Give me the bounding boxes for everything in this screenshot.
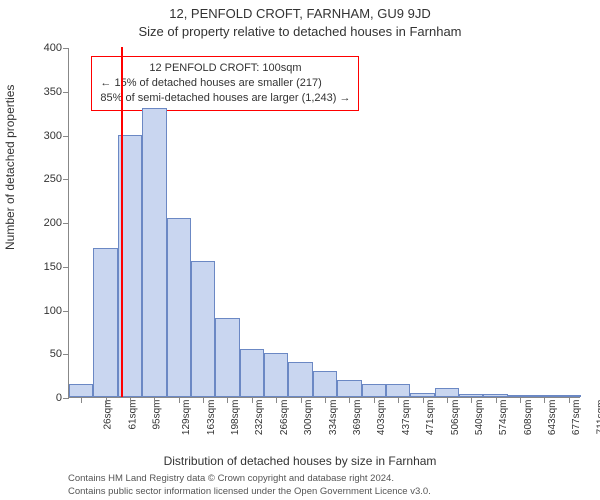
x-tick-label: 198sqm [230,400,241,436]
x-tick-label: 711sqm [595,400,600,435]
y-tick-label: 400 [32,42,62,54]
x-tick-label: 266sqm [279,400,290,436]
infobox-line-larger: 85% of semi-detached houses are larger (… [100,91,350,106]
x-tick-label: 506sqm [450,400,461,436]
x-tick-label: 163sqm [206,400,217,436]
x-tick-label: 334sqm [328,400,339,436]
y-tick-label: 50 [32,348,62,360]
plot-area: 12 PENFOLD CROFT: 100sqm ← 15% of detach… [68,48,580,398]
page-title: 12, PENFOLD CROFT, FARNHAM, GU9 9JD [0,6,600,21]
y-tick [63,92,69,93]
x-tick [81,397,82,403]
attribution-line2: Contains public sector information licen… [68,486,431,498]
x-tick [423,397,424,403]
x-tick [447,397,448,403]
x-tick-label: 471sqm [425,400,436,436]
y-tick-label: 0 [32,392,62,404]
x-tick [106,397,107,403]
infobox-line-smaller: ← 15% of detached houses are smaller (21… [100,76,350,91]
x-tick-label: 643sqm [547,400,558,436]
x-tick [496,397,497,403]
x-tick-label: 95sqm [151,400,162,430]
x-axis-label: Distribution of detached houses by size … [0,454,600,468]
histogram-bar [93,248,117,397]
x-tick [398,397,399,403]
x-tick-label: 129sqm [181,400,192,436]
property-infobox: 12 PENFOLD CROFT: 100sqm ← 15% of detach… [91,56,359,111]
x-tick [569,397,570,403]
histogram-bar [435,388,459,397]
x-tick [203,397,204,403]
attribution: Contains HM Land Registry data © Crown c… [68,473,431,498]
x-tick [301,397,302,403]
x-tick-label: 437sqm [401,400,412,436]
y-tick [63,354,69,355]
histogram-bar [69,384,93,397]
histogram-bar [167,218,191,397]
histogram-bar [191,261,215,397]
x-tick [154,397,155,403]
y-tick [63,267,69,268]
x-tick-label: 677sqm [572,400,583,436]
y-axis-label: Number of detached properties [3,85,17,250]
x-tick [520,397,521,403]
y-tick-label: 250 [32,173,62,185]
y-tick-label: 350 [32,86,62,98]
y-tick-label: 200 [32,217,62,229]
x-tick [227,397,228,403]
x-tick-label: 232sqm [255,400,266,436]
chart-subtitle: Size of property relative to detached ho… [0,24,600,39]
y-tick [63,398,69,399]
y-tick-label: 150 [32,261,62,273]
histogram-bar [215,318,239,397]
attribution-line1: Contains HM Land Registry data © Crown c… [68,473,431,485]
y-tick [63,223,69,224]
x-tick-label: 608sqm [523,400,534,436]
property-marker-line [121,47,123,397]
histogram-bar [337,380,361,398]
infobox-line-property: 12 PENFOLD CROFT: 100sqm [100,61,350,76]
x-tick-label: 403sqm [376,400,387,436]
x-tick [349,397,350,403]
y-tick [63,311,69,312]
histogram-bar [386,384,410,397]
x-tick [544,397,545,403]
y-tick [63,179,69,180]
histogram-bar [240,349,264,397]
x-tick [130,397,131,403]
x-tick-label: 61sqm [127,400,138,430]
y-tick [63,136,69,137]
x-tick-label: 300sqm [303,400,314,436]
histogram-bar [313,371,337,397]
histogram-bar [362,384,386,397]
x-tick-label: 369sqm [352,400,363,436]
x-tick [374,397,375,403]
y-tick [63,48,69,49]
y-tick-label: 300 [32,130,62,142]
x-tick [471,397,472,403]
chart-container: 12, PENFOLD CROFT, FARNHAM, GU9 9JD Size… [0,0,600,500]
x-tick [325,397,326,403]
x-tick-label: 26sqm [103,400,114,430]
x-tick [179,397,180,403]
x-tick-label: 540sqm [474,400,485,436]
histogram-bar [142,108,166,397]
y-tick-label: 100 [32,305,62,317]
x-tick [252,397,253,403]
histogram-bar [288,362,312,397]
histogram-bar [264,353,288,397]
x-tick [276,397,277,403]
x-tick-label: 574sqm [498,400,509,436]
